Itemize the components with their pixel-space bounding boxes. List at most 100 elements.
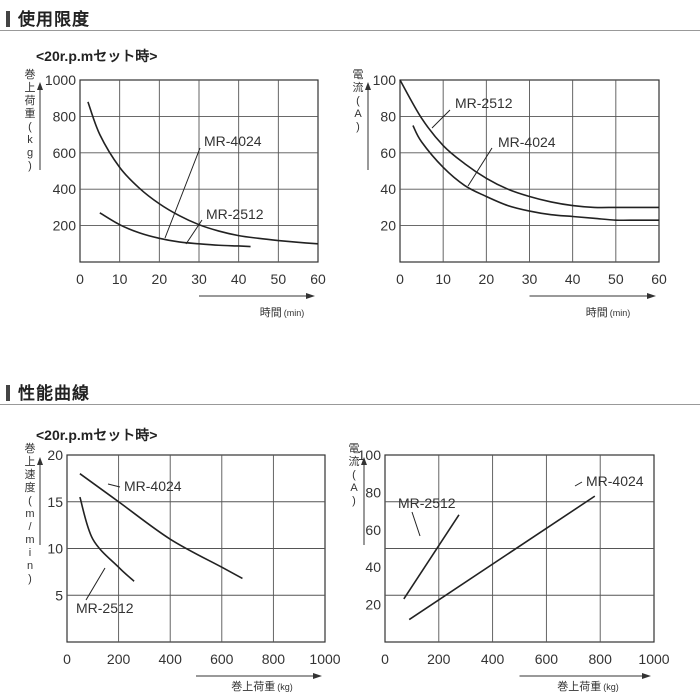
y-axis-arrowhead [361, 457, 367, 465]
series-label-mr-2512: MR-2512 [76, 600, 134, 616]
y-tick-label: 60 [365, 522, 381, 538]
y-tick-label: 20 [365, 597, 381, 613]
series-leader-line [467, 147, 493, 187]
x-tick-label: 40 [565, 271, 581, 287]
x-axis-title: 時間 (min) [260, 306, 305, 319]
y-tick-label: 800 [53, 108, 77, 124]
divider-bottom [0, 404, 700, 405]
x-tick-label: 30 [522, 271, 538, 287]
x-tick-label: 40 [231, 271, 247, 287]
x-tick-label: 200 [107, 651, 131, 667]
divider-top [0, 30, 700, 31]
x-axis-arrowhead [306, 293, 315, 299]
y-tick-label: 40 [365, 559, 381, 575]
x-tick-label: 800 [589, 651, 613, 667]
y-tick-label: 60 [380, 145, 396, 161]
section-title-usage: 使用限度 [6, 5, 90, 30]
x-axis-title: 時間 (min) [586, 306, 631, 319]
x-tick-label: 50 [271, 271, 287, 287]
y-tick-label: 20 [47, 447, 63, 463]
y-axis-title: 電流(A) [349, 442, 360, 507]
y-tick-label: 20 [380, 218, 396, 234]
x-tick-label: 20 [152, 271, 168, 287]
y-tick-label: 80 [380, 108, 396, 124]
x-axis-arrowhead [313, 673, 322, 679]
x-tick-label: 0 [63, 651, 71, 667]
x-tick-label: 400 [159, 651, 183, 667]
series-leader-line [107, 483, 121, 488]
y-tick-label: 10 [47, 541, 63, 557]
y-tick-label: 15 [47, 494, 63, 510]
series-line-mr-4024 [79, 473, 243, 580]
x-tick-label: 0 [381, 651, 389, 667]
x-tick-label: 600 [535, 651, 559, 667]
x-tick-label: 1000 [309, 651, 340, 667]
performance-title-text: 性能曲線 [18, 384, 90, 403]
series-line-mr-2512 [403, 514, 460, 600]
x-tick-label: 400 [481, 651, 505, 667]
y-tick-label: 100 [358, 447, 382, 463]
x-axis-title: 巻上荷重 (kg) [231, 679, 293, 693]
x-tick-label: 20 [479, 271, 495, 287]
y-tick-label: 40 [380, 181, 396, 197]
series-label-mr-2512: MR-2512 [398, 495, 456, 511]
series-label-mr-4024: MR-4024 [498, 134, 556, 150]
x-axis-arrowhead [642, 673, 651, 679]
y-tick-label: 80 [365, 484, 381, 500]
y-axis-title: 巻上速度(m / m i n) [25, 442, 36, 585]
series-line-mr-4024 [412, 125, 659, 222]
series-leader-line [164, 147, 201, 239]
chart-3: 0 200 400 600 800 1000 5 10 15 20 巻上速度(m / m i n) 巻上荷重(… [25, 442, 341, 693]
y-tick-label: 1000 [45, 72, 76, 88]
x-tick-label: 60 [310, 271, 326, 287]
y-axis-arrowhead [37, 457, 43, 465]
y-axis-title: 電流(A) [353, 68, 364, 133]
x-tick-label: 1000 [638, 651, 669, 667]
section-title-performance: 性能曲線 [6, 379, 90, 404]
series-line-mr-2512 [79, 496, 135, 582]
series-leader-line [85, 567, 106, 601]
title-bar-marker [6, 385, 10, 401]
chart-1: 0 10 20 30 40 50 60 200 400 600 800 1000 巻上荷重(k g) 時間(… [25, 68, 326, 319]
series-label-mr-2512: MR-2512 [206, 206, 264, 222]
x-tick-label: 600 [210, 651, 234, 667]
usage-title-text: 使用限度 [18, 10, 90, 29]
x-tick-label: 50 [608, 271, 624, 287]
y-axis-arrowhead [37, 82, 43, 90]
series-leader-line [185, 219, 203, 245]
x-tick-label: 60 [651, 271, 667, 287]
x-axis-arrowhead [647, 293, 656, 299]
series-leader-line [574, 481, 583, 487]
x-tick-label: 0 [396, 271, 404, 287]
series-line-mr-2512 [399, 79, 659, 209]
y-axis-arrowhead [365, 82, 371, 90]
series-line-mr-2512 [99, 212, 251, 248]
y-tick-label: 400 [53, 181, 77, 197]
series-label-mr-4024: MR-4024 [586, 473, 644, 489]
condition-label-top: <20r.p.mセット時> [36, 48, 158, 64]
x-tick-label: 800 [262, 651, 286, 667]
y-axis-title: 巻上荷重(k g) [25, 68, 36, 172]
series-leader-line [411, 511, 421, 537]
y-tick-label: 600 [53, 145, 77, 161]
chart-2: 0 10 20 30 40 50 60 20 40 60 80 100 電流(A) 時間 (min) MR-2… [353, 68, 667, 319]
x-tick-label: 10 [112, 271, 128, 287]
title-bar-marker [6, 11, 10, 27]
series-label-mr-4024: MR-4024 [204, 133, 262, 149]
series-line-mr-4024 [408, 495, 596, 621]
series-leader-line [431, 109, 451, 129]
y-tick-label: 5 [55, 587, 63, 603]
series-label-mr-4024: MR-4024 [124, 478, 182, 494]
y-tick-label: 200 [53, 218, 77, 234]
x-tick-label: 200 [427, 651, 451, 667]
y-tick-label: 100 [373, 72, 397, 88]
x-tick-label: 10 [435, 271, 451, 287]
x-tick-label: 30 [191, 271, 207, 287]
x-tick-label: 0 [76, 271, 84, 287]
series-label-mr-2512: MR-2512 [455, 95, 513, 111]
series-line-mr-4024 [87, 101, 319, 245]
x-axis-title: 巻上荷重 (kg) [557, 679, 619, 693]
condition-label-bottom: <20r.p.mセット時> [36, 427, 158, 443]
